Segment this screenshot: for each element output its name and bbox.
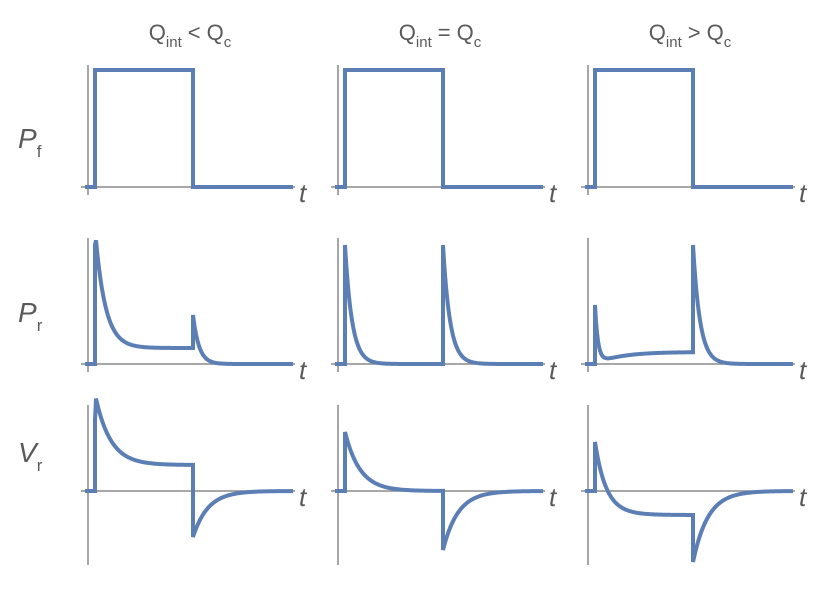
header-right-sub: c xyxy=(724,34,732,51)
signal-curve xyxy=(585,244,793,366)
axis-label: t xyxy=(549,178,558,208)
axis-label: t xyxy=(799,178,808,208)
header-right: Q xyxy=(707,20,724,45)
header-relation: = xyxy=(438,20,451,45)
signal-curve xyxy=(335,431,543,551)
header-right: Q xyxy=(207,20,224,45)
axis-label: t xyxy=(799,482,808,512)
row-symbol: P xyxy=(18,297,37,328)
row-sub: r xyxy=(37,456,43,475)
signal-curve xyxy=(85,239,293,366)
header-relation: > xyxy=(688,20,701,45)
row-symbol: P xyxy=(18,123,37,154)
header-relation: < xyxy=(188,20,201,45)
signal-curve xyxy=(85,68,293,189)
column-header: Qint > Qc xyxy=(649,20,732,51)
header-right: Q xyxy=(457,20,474,45)
row-symbol: V xyxy=(18,437,39,468)
row-label: Vr xyxy=(18,437,43,475)
header-left-sub: int xyxy=(166,34,183,51)
axis-label: t xyxy=(299,482,308,512)
signal-curve xyxy=(85,398,293,538)
signal-curve xyxy=(335,68,543,189)
row-label: Pf xyxy=(18,123,42,161)
row-sub: r xyxy=(37,316,43,335)
column-header: Qint = Qc xyxy=(399,20,482,51)
axis-label: t xyxy=(799,355,808,385)
axis-label: t xyxy=(299,355,308,385)
header-right-sub: c xyxy=(224,34,232,51)
signal-curve xyxy=(335,244,543,366)
header-left-sub: int xyxy=(416,34,433,51)
signal-curve xyxy=(585,441,794,563)
axis-label: t xyxy=(549,482,558,512)
header-left: Q xyxy=(399,20,416,45)
axis-label: t xyxy=(299,178,308,208)
column-header: Qint < Qc xyxy=(149,20,232,51)
header-left: Q xyxy=(649,20,666,45)
header-right-sub: c xyxy=(474,34,482,51)
signal-curve xyxy=(585,68,793,189)
row-sub: f xyxy=(37,142,42,161)
row-label: Pr xyxy=(18,297,43,335)
header-left-sub: int xyxy=(666,34,683,51)
header-left: Q xyxy=(149,20,166,45)
axis-label: t xyxy=(549,355,558,385)
